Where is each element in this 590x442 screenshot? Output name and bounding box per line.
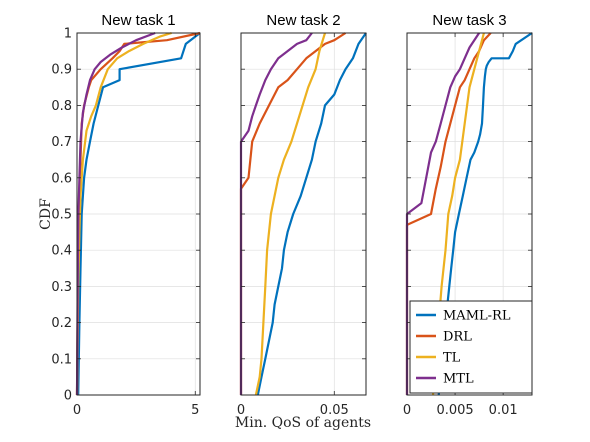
y-tick-label: 0.4 <box>51 244 72 259</box>
series-line-maml-rl <box>256 32 367 396</box>
x-tick-label: 5 <box>191 403 199 418</box>
panel-title: New task 1 <box>101 12 175 29</box>
series-line-tl <box>254 32 327 396</box>
legend-label-tl: TL <box>443 351 461 366</box>
legend-label-maml-rl: MAML-RL <box>443 309 511 324</box>
y-tick-label: 1 <box>64 27 72 42</box>
x-tick-label: 0.01 <box>489 403 518 418</box>
x-tick-label: 0 <box>237 403 245 418</box>
x-tick-label: 0.05 <box>320 403 349 418</box>
x-tick-label: 0 <box>403 403 411 418</box>
series-line-mtl <box>75 31 156 396</box>
x-tick-label: 0.005 <box>436 403 473 418</box>
panel-1: 0 0.1 0.2 0.3 0.4 0.5 0.6 0.7 0.8 0.9 1 0 5 New task … <box>51 12 201 418</box>
panel-title: New task 2 <box>266 12 340 29</box>
legend: MAML-RL DRL TL MTL <box>409 300 533 394</box>
y-tick-label: 0.9 <box>51 63 72 78</box>
y-tick-label: 0 <box>64 389 72 404</box>
y-tick-label: 0.1 <box>51 352 72 367</box>
series-line-drl <box>239 32 347 395</box>
panel-title: New task 3 <box>432 12 506 29</box>
y-tick-label: 0.8 <box>51 99 72 114</box>
x-axis-label: Min. QoS of agents <box>235 415 371 431</box>
y-tick-label: 0.6 <box>51 171 72 186</box>
y-tick-label: 0.3 <box>51 280 72 295</box>
y-axis-label: CDF <box>38 198 54 230</box>
y-tick-label: 0.2 <box>51 316 72 331</box>
series-line-mtl <box>405 32 481 395</box>
panel-2: 0 0.05 New task 2 <box>237 12 367 418</box>
y-tick-label: 0.5 <box>51 208 72 223</box>
legend-label-mtl: MTL <box>443 372 474 387</box>
series-line-tl <box>75 31 172 396</box>
series-line-mtl <box>239 32 313 395</box>
legend-label-drl: DRL <box>443 330 472 345</box>
y-tick-label: 0.7 <box>51 135 72 150</box>
x-tick-label: 0 <box>73 403 81 418</box>
